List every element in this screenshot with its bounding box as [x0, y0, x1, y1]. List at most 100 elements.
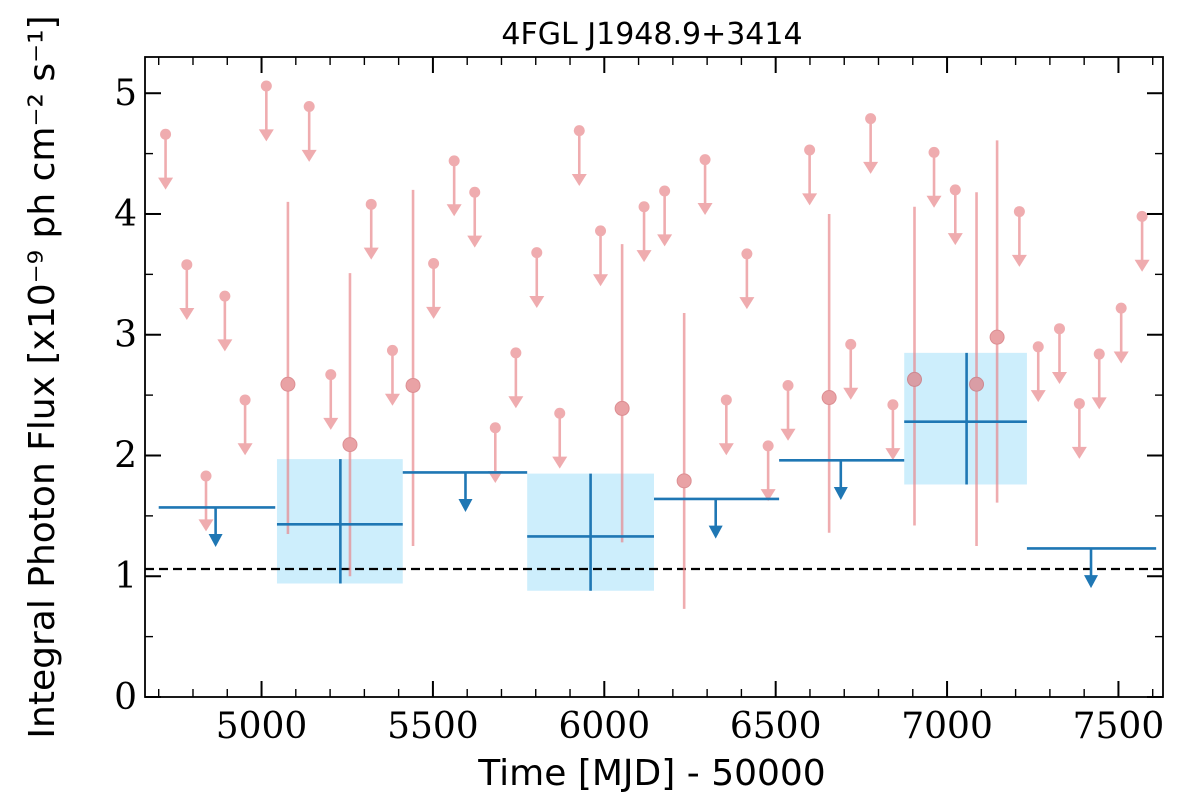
short-upper-limit: [947, 184, 963, 246]
x-axis-label: Time [MJD] - 50000: [477, 753, 825, 794]
short-upper-limit-marker: [638, 201, 650, 213]
short-upper-limit-arrowhead: [1134, 259, 1150, 272]
long-upper-limit-arrowhead: [833, 486, 848, 500]
short-upper-limit-marker: [1115, 302, 1127, 314]
short-upper-limit-marker: [181, 259, 193, 271]
x-tick-label: 7500: [1073, 706, 1165, 747]
short-upper-limit-marker: [531, 247, 543, 259]
short-upper-limit: [863, 113, 879, 174]
short-upper-limit: [780, 379, 796, 441]
short-upper-limit-arrowhead: [593, 274, 609, 287]
short-upper-limit-marker: [949, 184, 961, 196]
axis-ticks-layer: 5000 5500 6000 6500 7000 7500 0 1 2 3 4 5: [114, 57, 1164, 747]
short-upper-limit: [1091, 348, 1107, 410]
short-upper-limit-marker: [595, 225, 607, 237]
short-upper-limit-arrowhead: [657, 234, 673, 247]
short-detection: [906, 206, 922, 526]
short-upper-limit: [446, 155, 462, 217]
short-upper-limit-arrowhead: [1071, 446, 1087, 459]
short-upper-limit-marker: [659, 185, 671, 197]
short-upper-limit-arrowhead: [760, 489, 776, 502]
short-upper-limit: [1071, 398, 1087, 459]
short-upper-limit-marker: [887, 399, 899, 411]
x-tick-label: 5500: [387, 706, 479, 747]
short-upper-limit-marker: [448, 155, 460, 167]
short-upper-limit: [508, 347, 524, 409]
short-upper-limit: [593, 225, 609, 287]
short-upper-limit-marker: [1053, 323, 1065, 335]
short-detection: [821, 213, 837, 533]
y-tick-label: 1: [114, 556, 137, 597]
short-upper-limit-arrowhead: [926, 195, 942, 208]
short-upper-limit-marker: [720, 394, 732, 406]
y-tick-label: 2: [114, 435, 137, 476]
short-upper-limit: [323, 369, 339, 430]
short-upper-limit-arrowhead: [552, 456, 568, 469]
short-upper-limit-marker: [804, 144, 816, 156]
short-upper-limit-marker: [200, 470, 212, 482]
short-detection: [280, 201, 296, 534]
short-upper-limit: [217, 290, 233, 352]
short-upper-limit: [363, 198, 379, 260]
short-upper-limit: [384, 344, 400, 406]
short-upper-limit-marker: [741, 248, 753, 260]
y-tick-label: 5: [114, 73, 137, 114]
short-upper-limit-marker: [219, 290, 231, 302]
short-detection-marker: [821, 390, 837, 406]
short-upper-limit: [1011, 206, 1027, 267]
long-upper-limit-arrowhead: [208, 534, 223, 548]
short-upper-limit-marker: [325, 369, 337, 381]
short-detection-marker: [342, 437, 358, 453]
short-upper-limit-marker: [510, 347, 522, 359]
short-upper-limit-arrowhead: [739, 297, 755, 310]
short-upper-limit-marker: [699, 154, 711, 166]
x-tick-label: 6000: [558, 706, 650, 747]
short-upper-limit-arrowhead: [718, 443, 734, 456]
short-upper-limit-arrowhead: [217, 339, 233, 352]
short-detection-marker: [405, 377, 421, 393]
y-axis-label: Integral Photon Flux [x10⁻⁹ ph cm⁻² s⁻¹]: [22, 15, 63, 738]
short-upper-limit-arrowhead: [1091, 397, 1107, 410]
short-upper-limit-marker: [160, 128, 172, 140]
short-detection: [676, 313, 692, 609]
short-upper-limit-arrowhead: [301, 149, 317, 162]
short-upper-limit-marker: [365, 198, 377, 210]
short-upper-limit-arrowhead: [158, 177, 174, 190]
short-upper-limit: [657, 185, 673, 247]
short-detection-marker: [676, 473, 692, 489]
short-upper-limit-marker: [1073, 398, 1085, 410]
short-upper-limit-marker: [469, 186, 481, 198]
plot-frame: [144, 56, 1164, 698]
short-detection: [969, 192, 985, 547]
short-upper-limit-arrowhead: [426, 306, 442, 319]
short-upper-limit-marker: [928, 146, 940, 158]
short-upper-limit: [926, 146, 942, 208]
short-upper-limit-arrowhead: [947, 233, 963, 246]
short-upper-limit-arrowhead: [697, 202, 713, 215]
short-detection: [989, 140, 1005, 503]
short-upper-limit-marker: [1013, 206, 1025, 218]
short-upper-limit-arrowhead: [237, 443, 253, 456]
short-upper-limit-marker: [573, 125, 585, 137]
short-upper-limit: [158, 128, 174, 190]
short-detection: [342, 273, 358, 577]
y-tick-label: 4: [114, 194, 137, 235]
short-detection: [614, 244, 630, 543]
short-bin-layer: [158, 80, 1150, 609]
short-upper-limit: [467, 186, 483, 248]
short-upper-limit-arrowhead: [258, 129, 274, 142]
short-upper-limit-marker: [303, 101, 315, 113]
short-upper-limit-arrowhead: [1051, 372, 1067, 385]
short-upper-limit: [697, 154, 713, 215]
short-upper-limit-marker: [845, 338, 857, 350]
short-upper-limit: [487, 422, 503, 484]
chart-title: 4FGL J1948.9+3414: [501, 17, 802, 52]
short-upper-limit-arrowhead: [885, 448, 901, 461]
short-detection: [405, 189, 421, 547]
short-upper-limit-arrowhead: [863, 161, 879, 174]
short-upper-limit: [760, 440, 776, 502]
short-upper-limit-marker: [428, 257, 440, 269]
short-upper-limit-arrowhead: [571, 174, 587, 186]
short-upper-limit-marker: [1032, 341, 1044, 353]
short-upper-limit-arrowhead: [1113, 351, 1129, 364]
